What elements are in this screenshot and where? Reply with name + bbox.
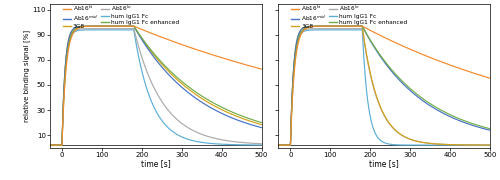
Legend: Ab16$^{hi}$, Ab16$^{mid}$, 3G8, Ab16$^{lo}$, hum IgG1 Fc, hum IgG1 Fc enhanced: Ab16$^{hi}$, Ab16$^{mid}$, 3G8, Ab16$^{l… bbox=[62, 4, 178, 29]
X-axis label: time [s]: time [s] bbox=[141, 159, 171, 168]
X-axis label: time [s]: time [s] bbox=[370, 159, 399, 168]
Text: b: b bbox=[258, 0, 266, 1]
Y-axis label: relative binding signal [%]: relative binding signal [%] bbox=[23, 30, 30, 122]
Legend: Ab16$^{hi}$, Ab16$^{mid}$, 3G8, Ab16$^{lo}$, hum IgG1 Fc, hum IgG1 Fc enhanced: Ab16$^{hi}$, Ab16$^{mid}$, 3G8, Ab16$^{l… bbox=[291, 4, 407, 29]
Text: a: a bbox=[29, 0, 37, 1]
